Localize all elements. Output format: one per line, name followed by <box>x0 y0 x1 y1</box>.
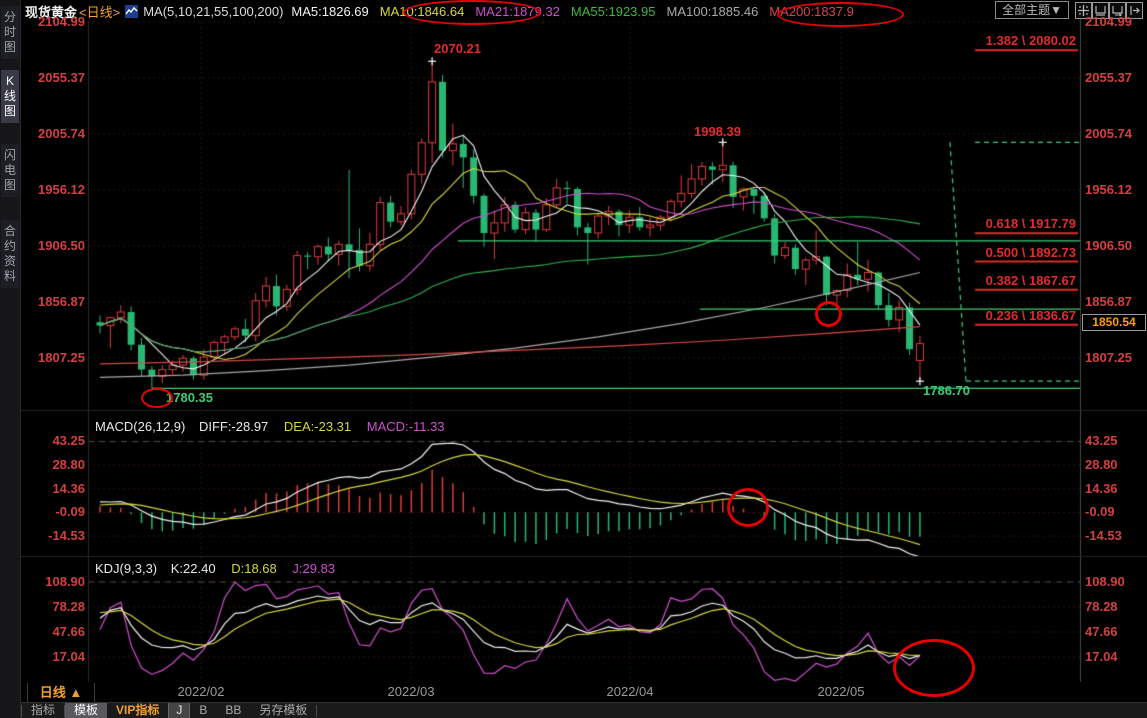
macd-axis-label: -14.53 <box>1085 528 1122 544</box>
macd-axis-label: 14.36 <box>1085 480 1118 496</box>
kdj-axis-label: 17.04 <box>1085 649 1118 664</box>
toolbar-templates[interactable]: 模板 <box>65 703 108 718</box>
price-axis-label: 1807.25 <box>38 349 85 365</box>
fib-level-label: 0.500 \ 1892.73 <box>985 244 1076 260</box>
price-axis-label: 1856.87 <box>1085 294 1132 309</box>
price-axis-label: 1906.50 <box>1085 237 1132 253</box>
kdj-axis-label: 78.28 <box>1085 599 1118 614</box>
chart-header: 现货黄金 <日线> MA(5,10,21,55,100,200) MA5:182… <box>21 0 1147 22</box>
drag-zoom-icon[interactable] <box>1109 1 1126 19</box>
fib-level-label: 1.382 \ 2080.02 <box>985 33 1076 49</box>
price-axis-label: 2055.37 <box>38 69 85 85</box>
ma-settings-label: MA(5,10,21,55,100,200) <box>143 3 284 19</box>
annotation-ellipse <box>403 0 541 25</box>
price-axis-label: 2005.74 <box>38 126 85 141</box>
theme-selector-button[interactable]: 全部主题▼ <box>995 1 1069 19</box>
toolbar-separator <box>64 704 66 717</box>
macd-axis-label: -0.09 <box>1085 504 1115 520</box>
sidebar-tab-tick[interactable]: 闪电图 <box>1 144 19 197</box>
annotation-ellipse <box>141 388 173 408</box>
annotation-ellipse <box>777 2 904 27</box>
price-axis-label: 2104.99 <box>1085 14 1132 29</box>
kdj-axis-label: 47.66 <box>52 624 85 639</box>
macd-axis-label: 14.36 <box>52 480 85 496</box>
macd-dea-value: DEA:-23.31 <box>283 419 352 434</box>
period-button[interactable]: 日线 ▲ <box>27 683 95 702</box>
annotation-ellipse <box>727 488 769 527</box>
toolbar-indicators[interactable]: 指标 <box>31 703 56 717</box>
kdj-axis-label: 78.28 <box>52 599 85 614</box>
ma-value-label: MA55:1923.95 <box>570 3 656 19</box>
date-label: 2022/02 <box>177 684 225 699</box>
header-icons <box>1075 1 1143 19</box>
kdj-axis-label: 17.04 <box>52 649 85 664</box>
price-axis-label: 1807.25 <box>1085 349 1132 365</box>
fib-level-label: 0.382 \ 1867.67 <box>985 272 1076 288</box>
crosshair-icon[interactable] <box>1075 1 1092 19</box>
toolbar-save-template[interactable]: 另存模板 <box>259 703 308 717</box>
kdj-panel-header: KDJ(9,3,3) K:22.40 D:18.68 J:29.83 <box>95 561 335 576</box>
kdj-axis-label: 108.90 <box>1085 574 1125 589</box>
ma-value-label: MA5:1826.69 <box>291 3 369 19</box>
price-axis-label: 1906.50 <box>38 237 85 253</box>
date-label: 2022/05 <box>817 684 865 699</box>
sidebar-tab-timeshare[interactable]: 分时图 <box>1 6 19 59</box>
bottom-toolbar: 指标 模板 VIP指标 J B BB 另存模板 <box>21 703 1147 718</box>
macd-axis-label: 28.80 <box>52 457 85 473</box>
price-axis-label: 2005.74 <box>1085 126 1132 141</box>
price-marker-label: 1786.70 <box>923 383 970 398</box>
price-axis-label: 1856.87 <box>38 294 85 309</box>
annotation-ellipse <box>815 301 842 327</box>
kdj-axis-label: 108.90 <box>45 574 85 589</box>
macd-axis-label: 43.25 <box>52 433 85 449</box>
sidebar: 分时图 K线图闪电图合约资料 <box>0 0 21 718</box>
toolbar-j[interactable]: J <box>168 703 191 718</box>
date-axis: 日线 ▲ 2022/02 2022/03 2022/04 2022/05 <box>21 683 1147 703</box>
current-price-tag: 1850.54 <box>1082 314 1146 331</box>
macd-panel-header: MACD(26,12,9) DIFF:-28.97 DEA:-23.31 MAC… <box>95 419 445 434</box>
price-marker-label: 2070.21 <box>434 41 481 56</box>
toolbar-b[interactable]: B <box>199 703 208 717</box>
toolbar-separator <box>21 704 22 717</box>
kdj-k-value: K:22.40 <box>170 561 216 576</box>
macd-axis-label: 28.80 <box>1085 457 1118 473</box>
kdj-title: KDJ(9,3,3) <box>95 561 158 576</box>
kdj-j-value: J:29.83 <box>292 561 336 576</box>
macd-axis-label: 43.25 <box>1085 433 1118 449</box>
price-marker-label: 1998.39 <box>694 124 741 139</box>
ma-value-label: MA100:1885.46 <box>666 3 759 19</box>
header-right-tools: 全部主题▼ <box>995 1 1143 19</box>
toolbar-vip-indicators[interactable]: VIP指标 <box>116 703 160 717</box>
date-label: 2022/04 <box>606 684 654 699</box>
chart-type-icon <box>125 4 139 18</box>
box-zoom-icon[interactable] <box>1092 1 1109 19</box>
toolbar-separator <box>316 704 318 717</box>
annotation-ellipse <box>893 639 975 697</box>
price-axis-label: 2055.37 <box>1085 69 1132 85</box>
sidebar-tab-contract[interactable]: 合约资料 <box>1 220 19 288</box>
kdj-d-value: D:18.68 <box>231 561 277 576</box>
price-axis-label: 1956.12 <box>1085 181 1132 197</box>
fib-level-label: 0.236 \ 1836.67 <box>985 307 1076 323</box>
period-tag: <日线> <box>79 4 121 20</box>
macd-title: MACD(26,12,9) <box>95 419 186 434</box>
macd-axis-label: -0.09 <box>55 504 85 520</box>
page-right-icon[interactable] <box>1126 1 1143 19</box>
kdj-axis-label: 47.66 <box>1085 624 1118 639</box>
date-label: 2022/03 <box>387 684 435 699</box>
fib-level-label: 0.618 \ 1917.79 <box>985 216 1076 232</box>
macd-axis-label: -14.53 <box>48 528 85 544</box>
sidebar-tab-kline[interactable]: K线图 <box>1 70 19 123</box>
price-axis-label: 2104.99 <box>38 14 85 29</box>
price-axis-label: 1956.12 <box>38 181 85 197</box>
symbol-title: 现货黄金 <box>25 4 78 20</box>
price-marker-label: 1780.35 <box>166 390 213 405</box>
toolbar-bb[interactable]: BB <box>225 703 242 717</box>
macd-diff-value: DIFF:-28.97 <box>198 419 269 434</box>
macd-macd-value: MACD:-11.33 <box>366 419 445 434</box>
